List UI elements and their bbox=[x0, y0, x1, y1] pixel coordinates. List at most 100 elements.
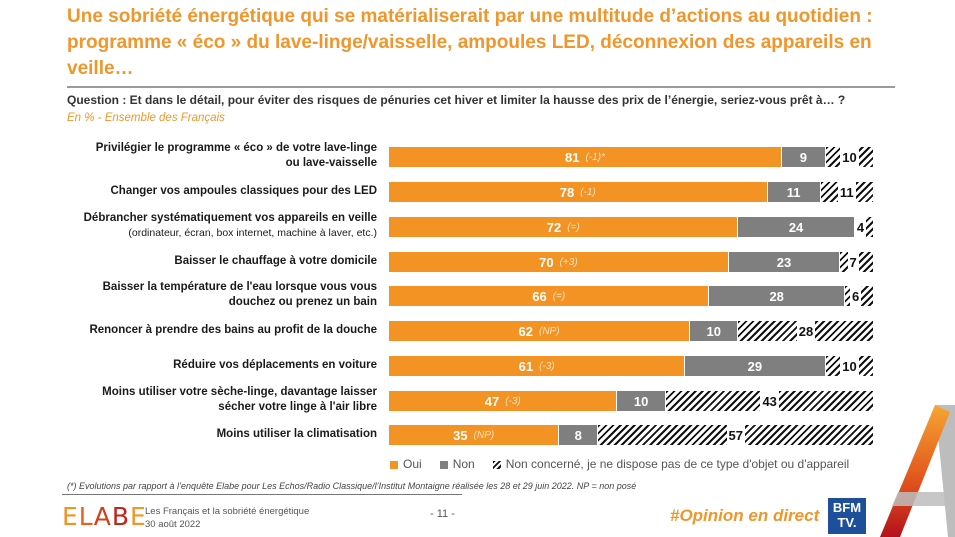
logo-letter: E bbox=[130, 502, 147, 531]
bar-non-value: 28 bbox=[769, 288, 784, 304]
bar-oui-evolution: (NP) bbox=[538, 325, 560, 337]
study-date: 30 août 2022 bbox=[145, 519, 201, 530]
bar-oui: 61 (-3) bbox=[389, 356, 685, 376]
title-divider bbox=[67, 86, 895, 88]
bar-oui: 47 (-3) bbox=[389, 391, 617, 411]
legend-label-oui: Oui bbox=[403, 457, 422, 471]
bar-non-concerne-value: 57 bbox=[726, 425, 746, 445]
bar-non-value: 24 bbox=[788, 219, 804, 235]
legend-item-nc: Non concerné, je ne dispose pas de ce ty… bbox=[492, 457, 850, 471]
bar-non-concerne-value: 10 bbox=[840, 356, 859, 376]
bar-oui-value: 72 bbox=[546, 219, 562, 235]
bar-non-concerne-value: 7 bbox=[847, 252, 859, 272]
bar-non-value: 9 bbox=[799, 149, 807, 165]
bar-oui-evolution: (=) bbox=[552, 290, 566, 302]
category-label-line2: sécher votre linge à l'air libre bbox=[218, 401, 377, 413]
logo-letter: B bbox=[111, 502, 130, 531]
study-title: Les Français et la sobriété énergétique bbox=[145, 506, 310, 517]
category-label: Baisser le chauffage à votre domicile bbox=[174, 254, 377, 269]
bar-oui-evolution: (-1) bbox=[580, 186, 596, 198]
category-label: Moins utiliser la climatisation bbox=[217, 427, 377, 442]
survey-base: En % - Ensemble des Français bbox=[67, 112, 225, 124]
study-info: Les Français et la sobriété énergétique … bbox=[145, 505, 309, 531]
bfmtv-logo: BFM TV. bbox=[828, 498, 866, 534]
bar-oui-value: 70 bbox=[539, 254, 554, 270]
category-label: Privilégier le programme « éco » de votr… bbox=[96, 141, 377, 171]
bar-oui-evolution: (=) bbox=[567, 221, 580, 233]
bar-oui: 70 (+3) bbox=[389, 252, 728, 272]
category-label-line1: Privilégier le programme « éco » de votr… bbox=[95, 142, 377, 154]
bar-oui: 62 (NP) bbox=[389, 321, 690, 341]
category-label: Changer vos ampoules classiques pour des… bbox=[111, 184, 378, 199]
logo-letter: A bbox=[93, 502, 112, 531]
bar-oui-value: 81 bbox=[565, 149, 580, 165]
bfm-logo-line1: BFM bbox=[832, 500, 862, 515]
footnote: (*) Evolutions par rapport à l’enquête E… bbox=[67, 481, 637, 491]
bar-non: 28 bbox=[709, 286, 844, 306]
bfm-logo-line2: TV. bbox=[837, 515, 857, 530]
category-label: Débrancher systématiquement vos appareil… bbox=[84, 211, 377, 241]
category-label-sub: (ordinateur, écran, box internet, machin… bbox=[128, 227, 377, 239]
decorative-a-shape bbox=[880, 405, 955, 537]
legend-item-non: Non bbox=[439, 457, 475, 471]
bar-oui: 35 (NP) bbox=[389, 425, 559, 445]
category-label: Moins utiliser votre sèche-linge, davant… bbox=[102, 385, 377, 415]
bar-non: 10 bbox=[690, 321, 738, 341]
bar-non-value: 10 bbox=[706, 323, 721, 339]
bar-oui-value: 78 bbox=[559, 184, 575, 200]
bar-non: 29 bbox=[685, 356, 825, 376]
bar-non-concerne-value: 28 bbox=[796, 321, 816, 341]
category-label-line1: Renoncer à prendre des bains au profit d… bbox=[89, 324, 377, 336]
bar-non: 24 bbox=[738, 217, 854, 237]
bar-oui: 66 (=) bbox=[389, 286, 709, 306]
bar-oui: 78 (-1) bbox=[389, 182, 767, 202]
bar-oui-evolution: (-3) bbox=[539, 360, 555, 372]
elabe-logo: ELABE bbox=[62, 502, 147, 531]
bar-non-value: 8 bbox=[574, 427, 582, 443]
bar-non-value: 23 bbox=[776, 254, 792, 270]
bar-non-value: 11 bbox=[786, 184, 801, 200]
survey-question: Question : Et dans le détail, pour évite… bbox=[67, 93, 846, 107]
bar-oui-value: 47 bbox=[484, 393, 500, 409]
bar-non: 11 bbox=[767, 182, 820, 202]
category-label-line2: douchez ou prenez un bain bbox=[228, 296, 377, 308]
bar-oui-evolution: (+3) bbox=[559, 256, 578, 268]
bar-oui-value: 35 bbox=[453, 427, 468, 443]
bar-non-concerne-value: 6 bbox=[849, 286, 862, 306]
category-label-line2: ou lave-vaisselle bbox=[285, 157, 377, 169]
hashtag: #Opinion en direct bbox=[670, 506, 820, 525]
legend-item-oui: Oui bbox=[390, 457, 422, 471]
legend-swatch-nc bbox=[492, 460, 501, 469]
category-label-line1: Moins utiliser la climatisation bbox=[216, 428, 377, 440]
category-label: Baisser la température de l'eau lorsque … bbox=[103, 280, 377, 310]
footer-divider bbox=[62, 494, 462, 495]
bar-oui-evolution: (NP) bbox=[473, 429, 495, 441]
legend-label-non: Non bbox=[452, 457, 475, 471]
legend-label-nc: Non concerné, je ne dispose pas de ce ty… bbox=[505, 457, 850, 471]
logo-letter: L bbox=[78, 502, 94, 531]
bar-oui-value: 61 bbox=[518, 358, 534, 374]
bar-non: 23 bbox=[728, 252, 840, 272]
chart-legend: Oui Non Non concerné, je ne dispose pas … bbox=[390, 457, 849, 471]
category-label-line1: Changer vos ampoules classiques pour des… bbox=[110, 185, 378, 197]
slide-title: Une sobriété énergétique qui se matérial… bbox=[67, 6, 873, 79]
category-label: Renoncer à prendre des bains au profit d… bbox=[89, 323, 377, 338]
bar-oui: 72 (=) bbox=[389, 217, 738, 237]
category-label-line1: Baisser le chauffage à votre domicile bbox=[174, 255, 377, 267]
bar-oui-value: 62 bbox=[518, 323, 533, 339]
bar-non: 8 bbox=[559, 425, 598, 445]
bar-non: 9 bbox=[782, 147, 825, 167]
bar-oui-evolution: (-1)* bbox=[585, 151, 605, 163]
legend-swatch-non bbox=[439, 460, 448, 469]
category-label: Réduire vos déplacements en voiture bbox=[173, 358, 377, 373]
logo-letter: E bbox=[62, 502, 79, 531]
category-label-line1: Baisser la température de l'eau lorsque … bbox=[102, 281, 377, 293]
category-label-line1: Débrancher systématiquement vos appareil… bbox=[83, 212, 377, 224]
bar-non-concerne-value: 10 bbox=[840, 147, 859, 167]
bar-non-value: 29 bbox=[747, 358, 763, 374]
bar-oui-value: 66 bbox=[532, 288, 547, 304]
bar-non-value: 10 bbox=[633, 393, 649, 409]
bar-oui: 81 (-1)* bbox=[389, 147, 782, 167]
bar-non: 10 bbox=[617, 391, 665, 411]
bar-non-concerne-value: 4 bbox=[854, 217, 867, 237]
